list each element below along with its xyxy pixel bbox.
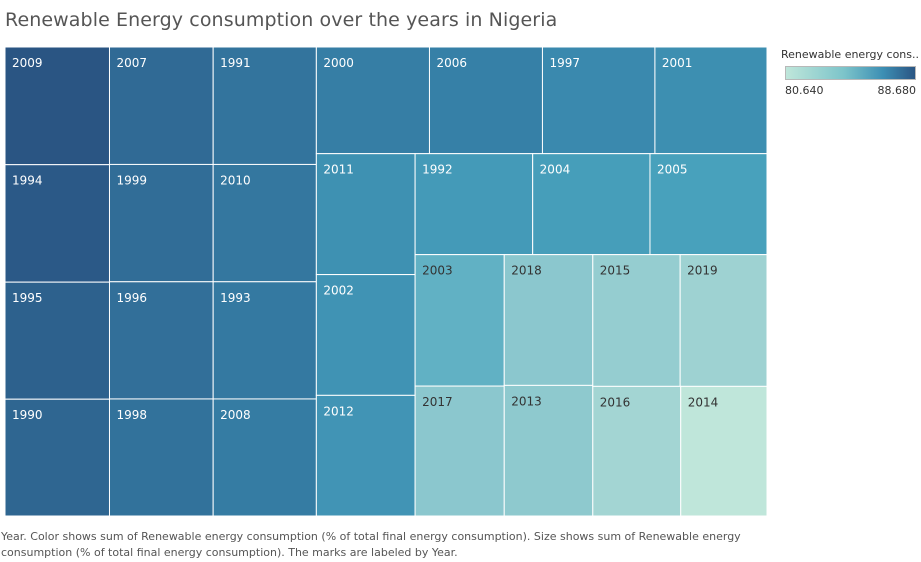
tile-2016[interactable] [592,385,682,517]
tile-1991[interactable] [212,46,317,165]
tile-label-2017: 2017 [422,395,453,409]
tile-2008[interactable] [212,398,317,517]
tile-2017[interactable] [414,385,505,517]
tile-label-2011: 2011 [323,163,354,177]
tile-2005[interactable] [649,153,768,256]
tile-label-1999: 1999 [116,173,147,187]
tile-label-2012: 2012 [323,404,354,418]
legend-title: Renewable energy cons.. [781,48,919,61]
tile-label-2001: 2001 [662,56,693,70]
tile-1999[interactable] [108,163,214,283]
tile-label-1993: 1993 [220,291,251,305]
tile-2001[interactable] [654,46,768,155]
tile-2018[interactable] [503,254,594,386]
tile-label-2003: 2003 [422,264,453,278]
tile-label-1996: 1996 [116,291,147,305]
tile-label-2005: 2005 [657,163,688,177]
tile-label-1998: 1998 [116,408,147,422]
tile-1990[interactable] [4,398,110,517]
chart-title: Renewable Energy consumption over the ye… [5,9,558,31]
tile-2013[interactable] [503,384,594,517]
tile-label-2004: 2004 [540,163,571,177]
tile-label-1997: 1997 [549,56,580,70]
tile-2006[interactable] [428,46,543,155]
chart-caption: Year. Color shows sum of Renewable energ… [1,530,741,559]
tile-label-1995: 1995 [12,291,43,305]
tile-2015[interactable] [592,254,681,387]
tile-2002[interactable] [315,274,416,396]
tile-label-1991: 1991 [220,56,251,70]
tile-1997[interactable] [541,46,656,155]
tile-label-2019: 2019 [687,264,718,278]
tile-2019[interactable] [679,254,768,387]
tile-label-2018: 2018 [511,264,542,278]
tile-label-2000: 2000 [323,56,354,70]
tile-label-1990: 1990 [12,408,43,422]
tile-2004[interactable] [532,153,651,256]
tile-label-2008: 2008 [220,408,251,422]
tile-2000[interactable] [315,46,430,155]
tile-label-2002: 2002 [323,284,354,298]
tile-1998[interactable] [108,398,214,517]
tile-2007[interactable] [108,46,214,165]
tile-2014[interactable] [680,385,768,517]
tile-label-1992: 1992 [422,163,453,177]
tile-label-2010: 2010 [220,173,251,187]
tile-label-1994: 1994 [12,174,43,188]
tile-label-2009: 2009 [12,56,43,70]
legend-min-label: 80.640 [785,84,824,97]
tile-label-2014: 2014 [688,395,719,409]
legend-color-ramp [785,66,916,80]
legend-max-label: 88.680 [877,84,917,97]
tile-label-2015: 2015 [600,264,631,278]
tile-label-2013: 2013 [511,394,542,408]
tile-2012[interactable] [315,394,416,517]
tile-label-2016: 2016 [600,395,631,409]
tile-1993[interactable] [212,281,317,400]
tile-label-2007: 2007 [116,56,147,70]
tile-1996[interactable] [108,281,214,400]
tile-label-2006: 2006 [436,56,467,70]
